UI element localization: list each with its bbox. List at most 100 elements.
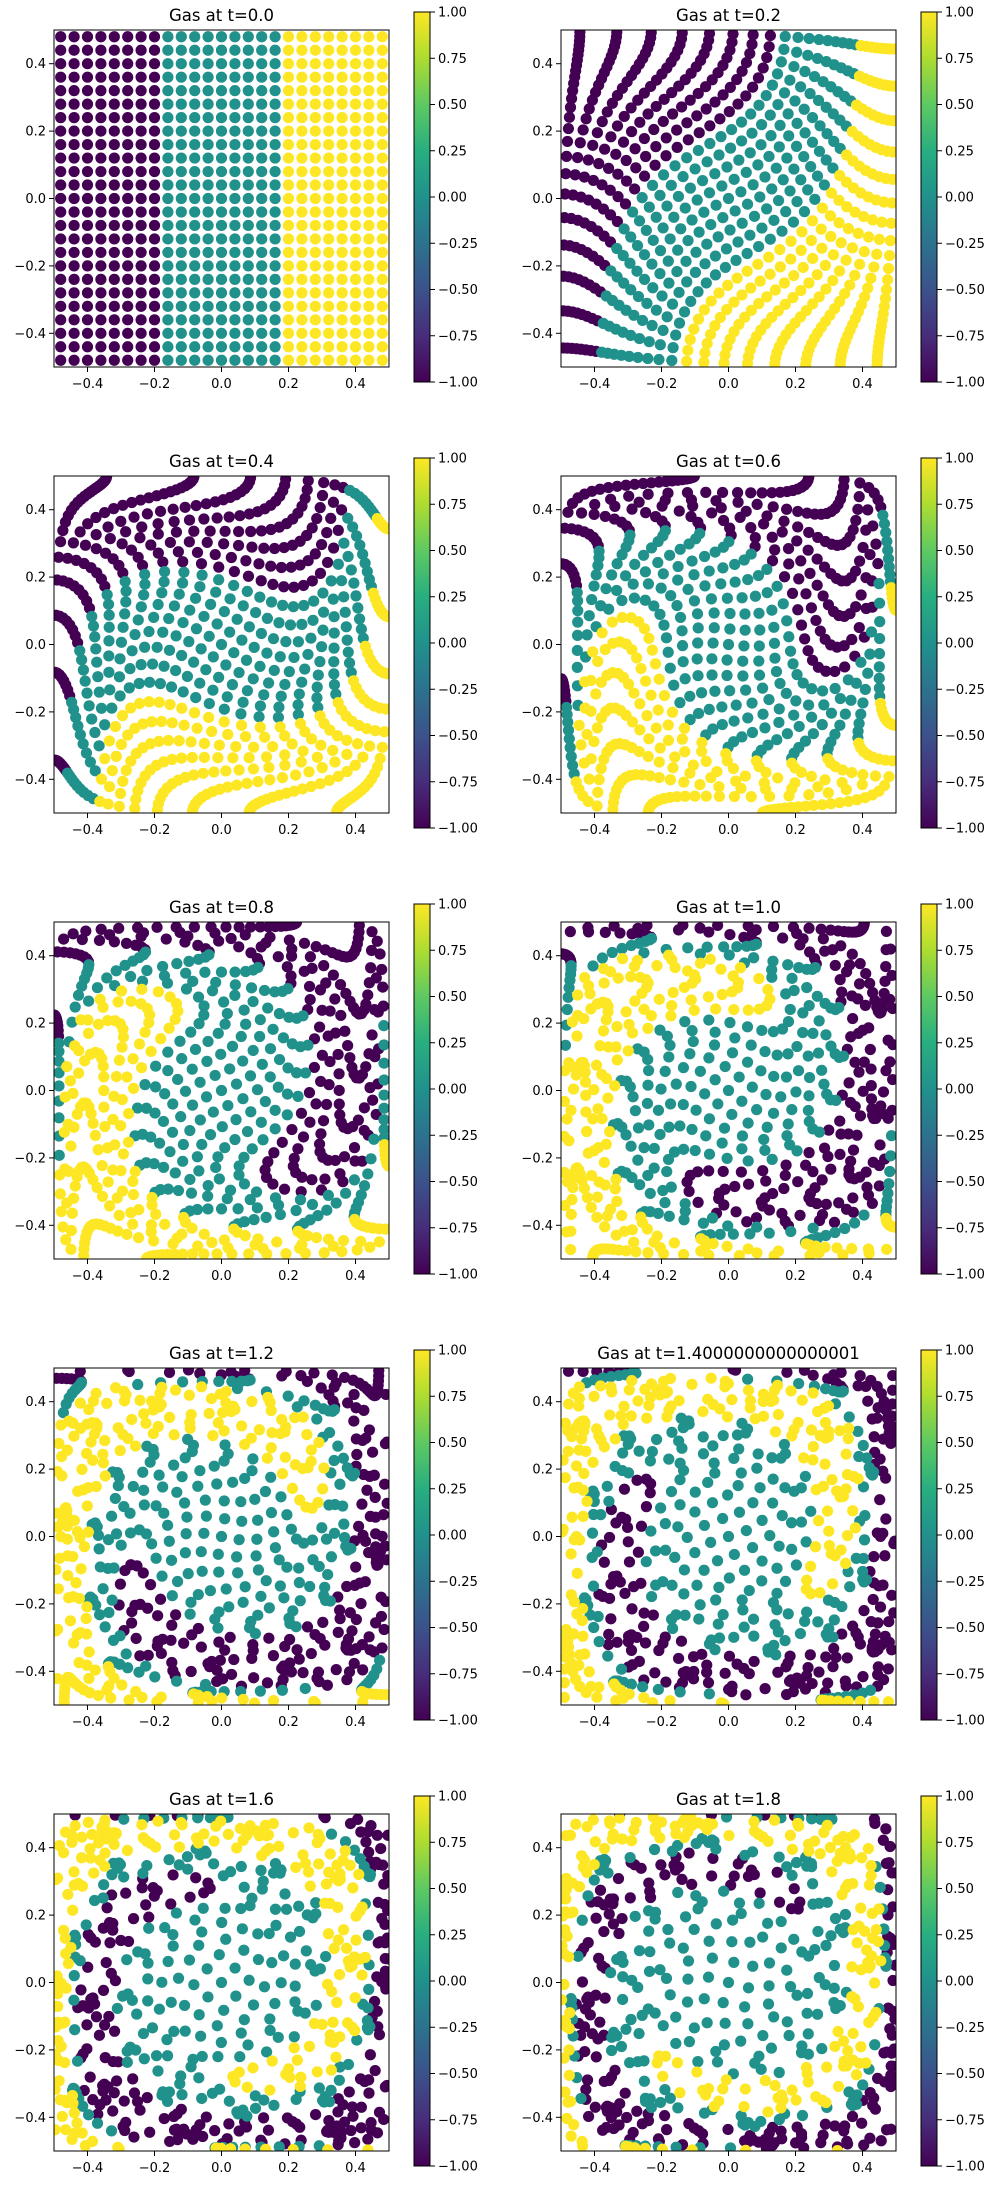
colorbar-tick-label: 0.75 (945, 498, 974, 513)
data-point (672, 1521, 684, 1533)
data-point (611, 1636, 623, 1648)
data-point (296, 31, 308, 43)
data-point (104, 1200, 116, 1212)
data-point (742, 1004, 754, 1016)
data-point (227, 752, 239, 764)
data-point (741, 198, 754, 210)
data-point (624, 257, 636, 269)
data-point (825, 707, 838, 719)
data-point (362, 1168, 374, 1180)
data-point (85, 1108, 97, 1120)
data-point (636, 192, 648, 204)
data-point (738, 640, 750, 652)
data-point (282, 138, 295, 151)
data-point (662, 734, 675, 747)
data-point (753, 640, 765, 652)
data-point (323, 774, 335, 786)
data-point (590, 688, 602, 700)
data-point (340, 1540, 352, 1552)
data-point (682, 134, 694, 146)
data-point (858, 922, 870, 929)
data-point (764, 233, 776, 245)
scatter-points (54, 476, 389, 813)
data-point (245, 982, 258, 994)
data-point (717, 541, 729, 553)
data-point (175, 125, 187, 137)
data-point (336, 31, 348, 43)
data-point (606, 946, 618, 959)
data-point (81, 233, 94, 245)
data-point (162, 31, 174, 43)
data-point (363, 1631, 375, 1643)
data-point (726, 1686, 738, 1698)
data-point (328, 1454, 340, 1467)
data-point (382, 523, 389, 535)
data-point (812, 94, 825, 107)
data-point (288, 581, 300, 593)
data-point (753, 607, 765, 619)
data-point (805, 161, 817, 173)
data-point (661, 1165, 673, 1178)
data-point (703, 926, 715, 938)
data-point (685, 1080, 697, 1093)
data-point (629, 478, 641, 490)
data-point (62, 1165, 75, 1177)
data-point (348, 1415, 360, 1427)
data-point (877, 1086, 890, 1098)
data-point (108, 503, 120, 515)
y-tick-label: 0.2 (25, 571, 46, 586)
data-point (775, 1091, 787, 1103)
data-point (256, 152, 268, 164)
data-point (269, 44, 281, 56)
data-point (578, 1013, 590, 1025)
data-point (744, 147, 756, 159)
data-point (681, 152, 693, 164)
data-point (316, 1049, 328, 1061)
data-point (271, 1236, 283, 1248)
data-point (773, 141, 785, 153)
data-point (355, 623, 367, 635)
data-point (160, 933, 172, 945)
data-point (648, 600, 660, 612)
data-point (202, 354, 214, 366)
data-point (200, 1510, 212, 1522)
data-point (859, 291, 871, 303)
data-point (309, 1399, 321, 1411)
data-point (782, 108, 794, 120)
data-point (122, 179, 134, 191)
data-point (643, 1119, 655, 1131)
data-point (153, 735, 165, 748)
data-point (805, 602, 818, 614)
y-tick-label: −0.4 (14, 1219, 46, 1234)
data-point (724, 81, 736, 93)
colorbar-tick-label: 0.50 (945, 990, 974, 1005)
data-point (306, 522, 318, 534)
data-point (55, 125, 67, 137)
data-point (93, 934, 106, 947)
data-point (136, 1691, 148, 1703)
data-point (95, 44, 107, 56)
data-point (193, 1165, 205, 1177)
data-point (189, 125, 201, 137)
data-point (791, 117, 803, 129)
data-point (822, 787, 834, 799)
data-point (694, 778, 706, 791)
data-point (163, 1535, 175, 1547)
data-point (309, 44, 321, 56)
data-point (162, 165, 174, 178)
data-point (563, 733, 575, 745)
data-point (176, 649, 188, 662)
data-point (134, 1394, 146, 1406)
data-point (229, 979, 241, 991)
data-point (212, 1548, 224, 1560)
colorbar-tick-label: −1.00 (438, 376, 478, 391)
data-point (811, 553, 823, 565)
colorbar (413, 457, 431, 829)
data-point (308, 595, 320, 607)
data-point (804, 1250, 816, 1259)
data-point (291, 1644, 303, 1656)
data-point (229, 314, 241, 326)
data-point (776, 1023, 789, 1035)
data-point (771, 734, 783, 746)
data-point (130, 793, 142, 805)
